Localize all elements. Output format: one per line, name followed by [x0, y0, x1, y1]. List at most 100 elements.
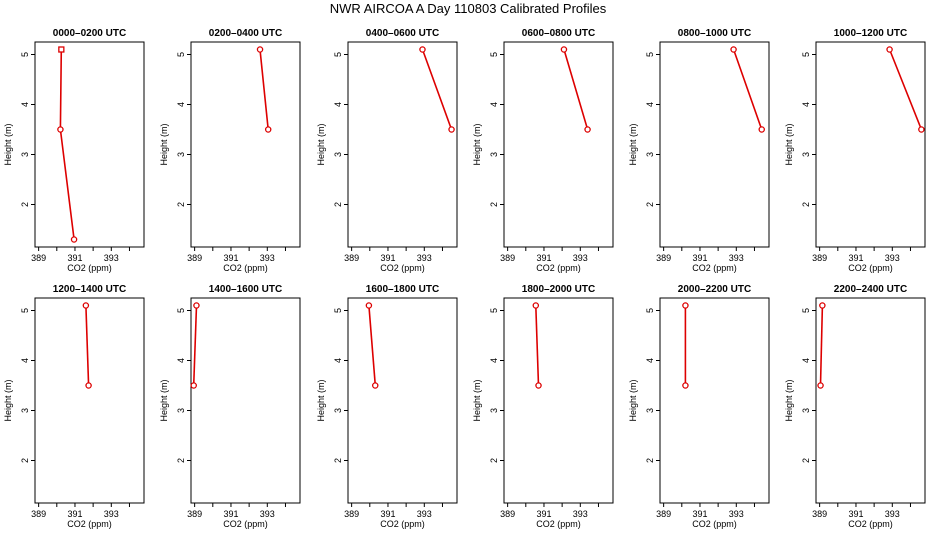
data-point [193, 302, 200, 309]
x-tick-label: 393 [104, 509, 119, 519]
plot-frame [347, 41, 458, 248]
x-tick-label: 393 [104, 253, 119, 263]
x-axis-label: CO2 (ppm) [692, 519, 737, 529]
x-tick-label: 393 [729, 509, 744, 519]
profile-line [888, 49, 923, 130]
panel-title: 0400–0600 UTC [366, 28, 439, 39]
x-tick-label: 389 [500, 509, 515, 519]
y-tick-label: 5 [333, 308, 343, 313]
y-tick-label: 5 [20, 308, 30, 313]
plot-frame [503, 41, 614, 248]
data-point [448, 126, 455, 133]
x-tick-label: 389 [187, 253, 202, 263]
panel-title: 0600–0800 UTC [522, 28, 595, 39]
x-tick-label: 389 [812, 509, 827, 519]
x-tick-label: 391 [536, 509, 551, 519]
y-axis-label: Height (m) [628, 379, 638, 421]
data-point [758, 126, 765, 133]
y-tick-label: 4 [801, 358, 811, 363]
y-tick-label: 3 [20, 152, 30, 157]
x-tick-label: 393 [885, 253, 900, 263]
x-tick-label: 389 [344, 253, 359, 263]
data-point [560, 46, 568, 53]
x-axis-label: CO2 (ppm) [67, 519, 112, 529]
y-tick-label: 3 [176, 408, 186, 413]
y-tick-label: 5 [20, 52, 30, 57]
plot-frame [34, 297, 145, 504]
panel-title: 0800–1000 UTC [678, 28, 751, 39]
y-tick-label: 5 [801, 52, 811, 57]
y-tick-label: 2 [489, 458, 499, 463]
y-tick-label: 2 [645, 202, 655, 207]
y-axis-label: Height (m) [472, 379, 482, 421]
data-point [58, 46, 65, 53]
y-axis-label: Height (m) [628, 123, 638, 165]
y-tick-label: 3 [801, 152, 811, 157]
x-tick-label: 391 [67, 253, 82, 263]
panel-title: 1800–2000 UTC [522, 284, 595, 295]
y-tick-label: 4 [20, 358, 30, 363]
x-tick-label: 389 [656, 253, 671, 263]
data-point [371, 382, 379, 389]
y-tick-label: 3 [333, 408, 343, 413]
y-tick-label: 4 [333, 358, 343, 363]
x-axis-label: CO2 (ppm) [380, 263, 425, 273]
plot-frame [815, 297, 926, 504]
y-tick-label: 5 [645, 308, 655, 313]
y-tick-label: 5 [489, 52, 499, 57]
panel-title: 0000–0200 UTC [53, 28, 126, 39]
x-tick-label: 389 [500, 253, 515, 263]
x-tick-label: 389 [31, 509, 46, 519]
x-tick-label: 391 [380, 253, 395, 263]
y-tick-label: 2 [176, 202, 186, 207]
y-tick-label: 3 [333, 152, 343, 157]
data-point [70, 236, 78, 243]
data-point [682, 302, 689, 309]
plot-frame [815, 41, 926, 248]
x-axis-label: CO2 (ppm) [692, 263, 737, 273]
y-axis-label: Height (m) [159, 379, 169, 421]
y-tick-label: 4 [333, 102, 343, 107]
x-tick-label: 389 [187, 509, 202, 519]
plot-frame [347, 297, 458, 504]
x-axis-label: CO2 (ppm) [223, 263, 268, 273]
data-point [365, 302, 373, 309]
y-axis-label: Height (m) [784, 379, 794, 421]
data-point [817, 382, 824, 389]
y-tick-label: 3 [801, 408, 811, 413]
y-tick-label: 5 [333, 52, 343, 57]
y-tick-label: 2 [801, 202, 811, 207]
x-tick-label: 393 [417, 509, 432, 519]
x-tick-label: 391 [223, 509, 238, 519]
data-point [57, 126, 64, 133]
data-point [535, 382, 542, 389]
plot-frame [190, 297, 301, 504]
plot-frame [503, 297, 614, 504]
x-axis-label: CO2 (ppm) [223, 519, 268, 529]
x-tick-label: 391 [848, 253, 863, 263]
data-point [918, 126, 925, 133]
panel-title: 0200–0400 UTC [209, 28, 282, 39]
y-tick-label: 2 [176, 458, 186, 463]
panel-title: 1400–1600 UTC [209, 284, 282, 295]
profile-line [535, 305, 540, 386]
y-tick-label: 4 [801, 102, 811, 107]
y-axis-label: Height (m) [3, 379, 13, 421]
y-tick-label: 2 [489, 202, 499, 207]
y-tick-label: 4 [489, 358, 499, 363]
x-tick-label: 393 [573, 509, 588, 519]
y-tick-label: 4 [645, 102, 655, 107]
x-axis-label: CO2 (ppm) [848, 519, 893, 529]
profile-line [368, 305, 377, 386]
data-point [730, 46, 737, 53]
y-tick-label: 3 [489, 408, 499, 413]
y-axis-label: Height (m) [159, 123, 169, 165]
